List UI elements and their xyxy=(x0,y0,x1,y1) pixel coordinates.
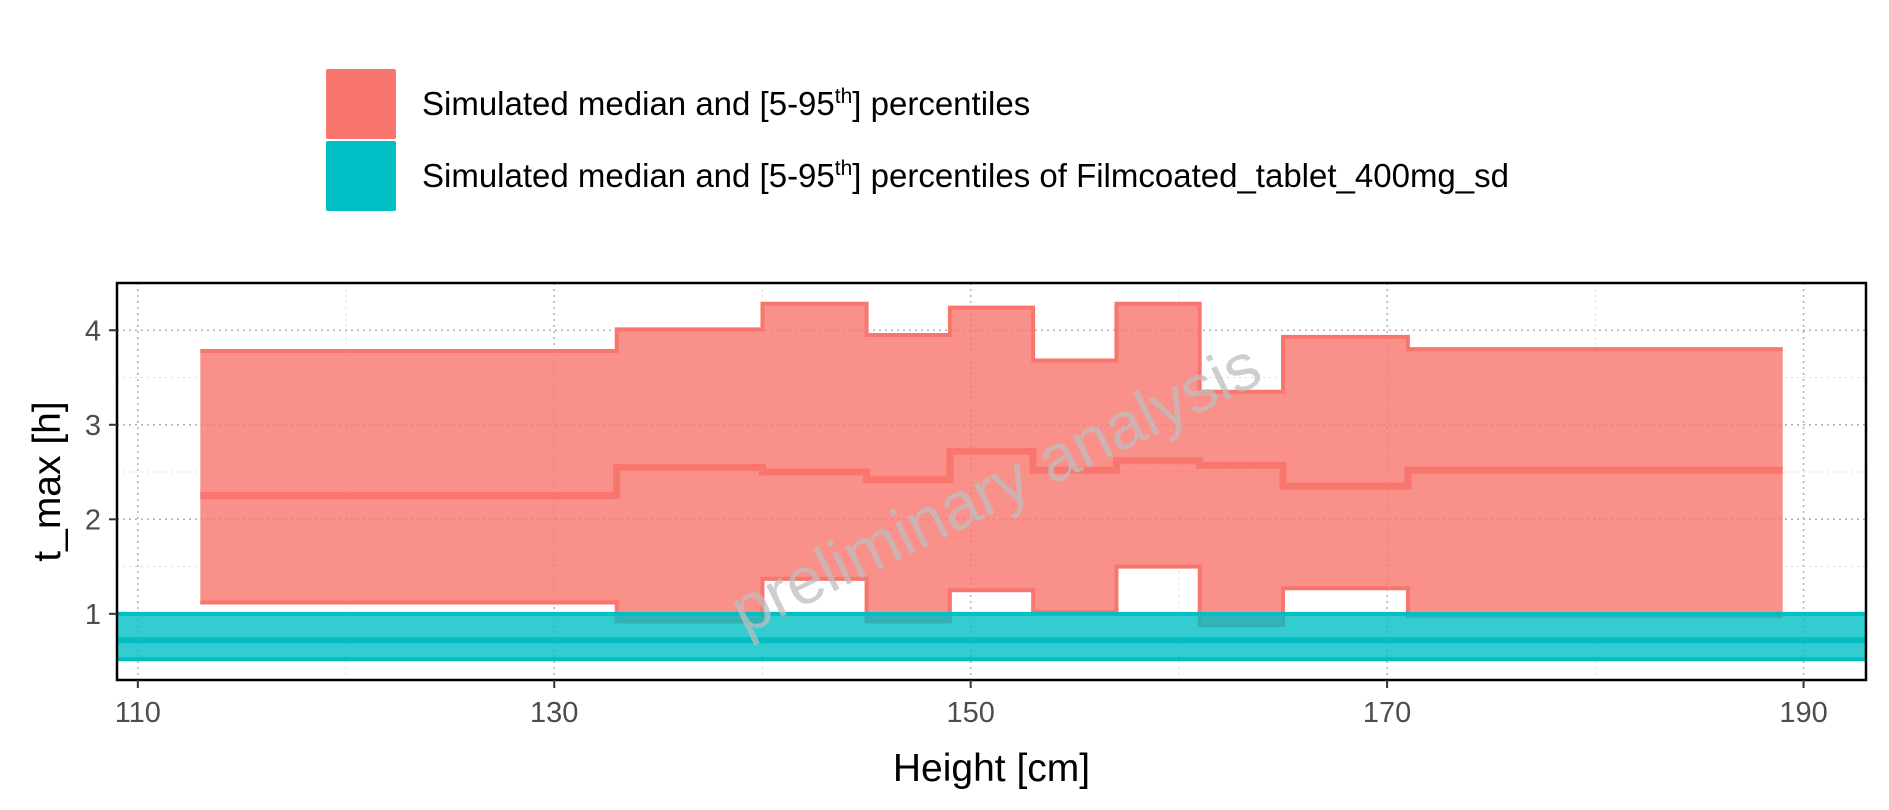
y-tick-label: 4 xyxy=(85,315,101,347)
simulated-percentile-band xyxy=(200,303,1783,626)
plot-series xyxy=(117,301,1866,662)
x-tick-label: 150 xyxy=(946,697,994,729)
legend-label-filmcoated: Simulated median and [5-95th] percentile… xyxy=(422,157,1509,194)
legend-item-filmcoated: Simulated median and [5-95th] percentile… xyxy=(326,140,1509,212)
x-tick-label: 130 xyxy=(530,697,578,729)
legend-item-simulated: Simulated median and [5-95th] percentile… xyxy=(326,68,1509,140)
x-tick-label: 170 xyxy=(1363,697,1411,729)
simulated-upper-percentile-line xyxy=(200,301,1783,394)
filmcoated-percentile-band xyxy=(117,613,1866,660)
y-tick-label: 3 xyxy=(85,410,101,442)
legend-key-filmcoated xyxy=(326,141,396,211)
y-axis-title: t_max [h] xyxy=(26,401,69,561)
y-tick-label: 2 xyxy=(85,504,101,536)
panel-border xyxy=(115,281,1868,682)
simulated-median-line xyxy=(200,447,1783,500)
x-tick-label: 190 xyxy=(1779,697,1827,729)
y-tick-label: 1 xyxy=(85,599,101,631)
x-tick-label: 110 xyxy=(115,697,161,729)
x-axis-title: Height [cm] xyxy=(893,747,1090,790)
legend-key-simulated xyxy=(326,69,396,139)
legend-label-simulated: Simulated median and [5-95th] percentile… xyxy=(422,85,1031,122)
axes: 110 130 150 170 190 1 2 3 4 xyxy=(85,315,1828,729)
legend: Simulated median and [5-95th] percentile… xyxy=(326,68,1509,212)
